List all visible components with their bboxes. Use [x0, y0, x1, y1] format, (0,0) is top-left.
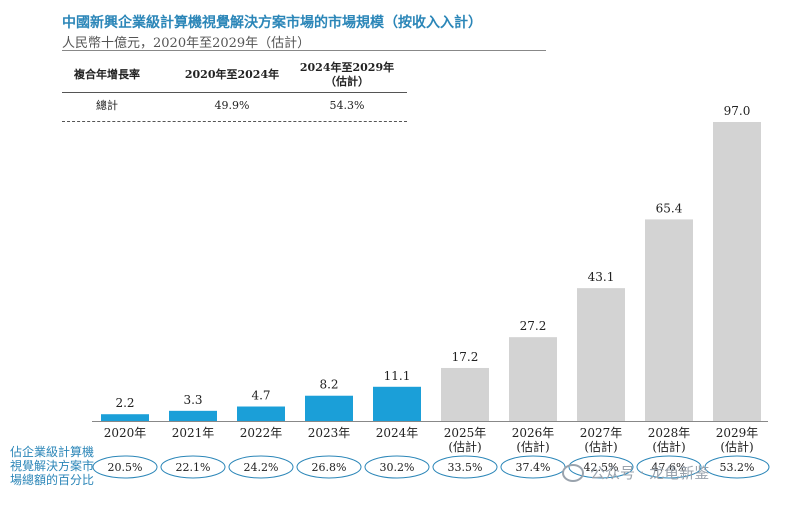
x-tick-label-9-sub: (估計) — [720, 439, 753, 454]
share-value-1: 22.1% — [176, 461, 211, 474]
share-value-2: 24.2% — [244, 461, 279, 474]
bar-0 — [101, 414, 149, 421]
value-label-4: 11.1 — [384, 369, 411, 383]
x-tick-label-7-sub: (估計) — [584, 439, 617, 454]
x-tick-label-4: 2024年 — [376, 426, 419, 440]
value-label-9: 97.0 — [724, 104, 751, 118]
cagr-header-2024-2029: 2024年至2029年 （估計） — [292, 58, 402, 92]
title-divider — [62, 50, 546, 51]
x-tick-label-8: 2028年 — [648, 426, 691, 440]
share-label: 佔企業級計算機視覺解決方案市場總額的百分比 — [10, 445, 95, 487]
watermark-text: 公众号 · 龙龟新鉴 — [590, 464, 710, 482]
bar-8 — [645, 219, 693, 421]
share-oval-8 — [636, 455, 702, 479]
cagr-header-2024-2029-line1: 2024年至2029年 — [299, 61, 395, 74]
bar-4 — [373, 386, 421, 421]
x-tick-label-3: 2023年 — [308, 426, 351, 440]
chart-subtitle: 人民幣十億元，2020年至2029年（估計） — [62, 36, 311, 51]
cagr-value-2024-2029: 54.3% — [329, 98, 365, 112]
share-oval-2 — [228, 455, 294, 479]
x-tick-label-8-sub: (估計) — [652, 439, 685, 454]
cagr-header-2020-2024: 2020年至2024年 — [184, 68, 280, 81]
value-label-6: 27.2 — [520, 319, 547, 333]
value-label-2: 4.7 — [251, 389, 270, 403]
cagr-value-2020-2024: 49.9% — [214, 98, 250, 112]
bar-6 — [509, 337, 557, 421]
x-tick-label-7: 2027年 — [580, 426, 623, 440]
share-value-6: 37.4% — [516, 461, 551, 474]
wechat-icon — [562, 463, 584, 482]
share-oval-1 — [160, 455, 226, 479]
bar-7 — [577, 288, 625, 421]
cagr-row-label: 總計 — [96, 99, 118, 112]
bar-1 — [169, 410, 217, 421]
bar-9 — [713, 122, 761, 421]
share-oval-3 — [296, 455, 362, 479]
value-label-5: 17.2 — [452, 350, 479, 364]
value-label-1: 3.3 — [183, 393, 202, 407]
cagr-header-rule — [62, 92, 407, 93]
cagr-header-2024-2029-line2: （估計） — [325, 75, 369, 88]
share-value-8: 47.6% — [652, 461, 687, 474]
share-value-9: 53.2% — [720, 461, 755, 474]
share-value-0: 20.5% — [108, 461, 143, 474]
x-tick-label-2: 2022年 — [240, 426, 283, 440]
x-tick-label-5: 2025年 — [444, 426, 487, 440]
share-oval-4 — [364, 455, 430, 479]
x-tick-label-6-sub: (估計) — [516, 439, 549, 454]
x-tick-label-9: 2029年 — [716, 426, 759, 440]
x-tick-label-6: 2026年 — [512, 426, 555, 440]
bar-3 — [305, 395, 353, 421]
share-oval-0 — [92, 455, 158, 479]
cagr-bottom-rule — [62, 121, 407, 122]
share-value-5: 33.5% — [448, 461, 483, 474]
value-label-7: 43.1 — [588, 270, 615, 284]
value-label-0: 2.2 — [115, 396, 134, 410]
share-oval-9 — [704, 455, 770, 479]
share-value-4: 30.2% — [380, 461, 415, 474]
value-label-3: 8.2 — [319, 378, 338, 392]
share-value-7: 42.5% — [584, 461, 619, 474]
x-tick-label-5-sub: (估計) — [448, 439, 481, 454]
watermark: 公众号 · 龙龟新鉴 — [562, 462, 709, 483]
cagr-header-label: 複合年增長率 — [74, 68, 140, 81]
chart-title: 中國新興企業級計算機視覺解決方案市場的市場規模（按收入入計） — [62, 15, 482, 31]
share-value-3: 26.8% — [312, 461, 347, 474]
bar-2 — [237, 406, 285, 421]
value-label-8: 65.4 — [656, 201, 683, 215]
share-oval-5 — [432, 455, 498, 479]
x-tick-label-0: 2020年 — [104, 426, 147, 440]
x-tick-label-1: 2021年 — [172, 426, 215, 440]
bar-5 — [441, 367, 489, 421]
